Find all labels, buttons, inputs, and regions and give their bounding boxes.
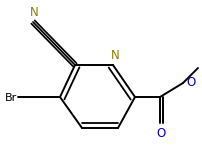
Text: N: N xyxy=(111,49,119,62)
Text: N: N xyxy=(30,6,38,19)
Text: O: O xyxy=(186,75,195,89)
Text: Br: Br xyxy=(5,93,17,103)
Text: O: O xyxy=(156,127,166,140)
